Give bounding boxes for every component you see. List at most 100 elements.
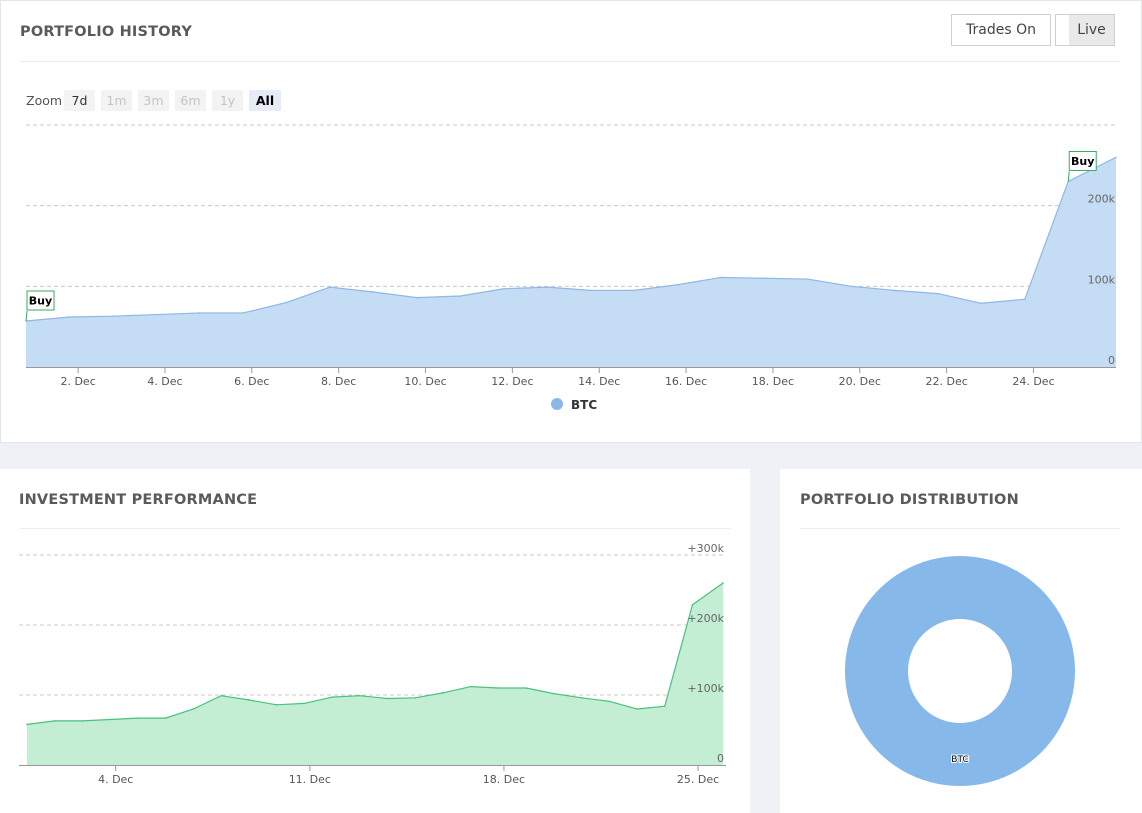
x-tick-label: 22. Dec — [925, 375, 967, 388]
x-tick-label: 18. Dec — [483, 773, 525, 786]
data-point — [329, 286, 331, 288]
x-tick-label: 24. Dec — [1012, 375, 1054, 388]
portfolio-distribution-title: PORTFOLIO DISTRIBUTION — [800, 492, 1019, 508]
data-point — [242, 312, 244, 314]
data-point — [806, 278, 809, 280]
data-point — [137, 717, 139, 719]
buy-flag-pole — [25, 310, 28, 322]
x-tick-label: 12. Dec — [491, 375, 533, 388]
data-point — [459, 295, 462, 297]
performance-title-divider — [19, 528, 731, 529]
x-tick-label: 10. Dec — [404, 375, 446, 388]
data-point — [937, 292, 939, 295]
data-point — [580, 697, 583, 699]
pie-slice-btc — [844, 556, 1075, 786]
data-point — [546, 286, 548, 288]
x-tick-label: 20. Dec — [839, 375, 881, 388]
series-area — [26, 157, 1116, 367]
data-point — [285, 301, 288, 304]
buy-flag-label: Buy — [1071, 155, 1094, 168]
y-tick-label: 200k — [1088, 193, 1116, 206]
pie-label-btc: BTC — [951, 755, 968, 765]
data-point — [81, 720, 84, 722]
trades-toggle-button[interactable]: Trades On — [951, 14, 1051, 46]
portfolio-distribution-chart: BTC — [844, 556, 1075, 786]
legend-btc-marker — [551, 398, 563, 410]
investment-performance-title: INVESTMENT PERFORMANCE — [19, 492, 258, 508]
portfolio-history-chart: 2. Dec 4. Dec 6. Dec 8. Dec 10. Dec 12. Dec 14… — [25, 124, 1117, 412]
series-line — [25, 156, 1117, 322]
investment-performance-panel: INVESTMENT PERFORMANCE 4. Dec 11. Dec 18. … — [0, 469, 750, 813]
buy-flag-label: Buy — [29, 295, 52, 308]
legend-btc-label: BTC — [571, 398, 597, 412]
history-title-divider — [20, 61, 1120, 62]
y-tick-label: 0 — [717, 752, 724, 765]
data-point — [1115, 156, 1117, 159]
data-point — [636, 708, 638, 710]
investment-performance-chart: 4. Dec 11. Dec 18. Dec 25. Dec 0 +100k +200k +3… — [19, 542, 726, 786]
data-point — [192, 708, 195, 710]
x-tick-label: 4. Dec — [98, 773, 133, 786]
data-point — [331, 696, 333, 698]
x-tick-label: 2. Dec — [60, 375, 95, 388]
data-point — [112, 315, 114, 317]
buy-flag — [1068, 150, 1097, 171]
data-point — [469, 685, 472, 688]
data-point — [358, 694, 361, 697]
data-point — [1024, 298, 1026, 301]
data-point — [663, 705, 666, 707]
series-area — [27, 583, 723, 765]
zoom-button-3m[interactable]: 3m — [138, 90, 169, 111]
data-point — [633, 289, 635, 292]
data-point — [589, 289, 592, 292]
y-tick-label: +300k — [687, 542, 724, 555]
data-point — [25, 320, 27, 322]
data-point — [980, 302, 983, 305]
data-point — [248, 699, 250, 701]
data-point — [722, 582, 724, 584]
series-line — [26, 582, 724, 725]
buy-flag — [26, 290, 55, 311]
data-point — [414, 697, 417, 699]
data-point — [198, 312, 201, 314]
zoom-button-6m[interactable]: 6m — [175, 90, 206, 111]
x-tick-label: 8. Dec — [321, 375, 356, 388]
zoom-button-all[interactable]: All — [249, 90, 281, 111]
zoom-button-7d[interactable]: 7d — [64, 90, 95, 111]
data-point — [220, 694, 222, 697]
distribution-title-divider — [800, 528, 1120, 529]
data-point — [372, 291, 375, 293]
data-point — [53, 720, 56, 722]
y-tick-label: +100k — [687, 682, 724, 695]
data-point — [1067, 180, 1070, 183]
zoom-button-1m[interactable]: 1m — [101, 90, 132, 111]
x-tick-label: 6. Dec — [234, 375, 269, 388]
data-point — [720, 276, 722, 279]
x-tick-label: 16. Dec — [665, 375, 707, 388]
data-point — [553, 692, 555, 695]
data-point — [386, 697, 389, 700]
x-tick-label: 18. Dec — [752, 375, 794, 388]
data-point — [763, 277, 766, 280]
data-point — [416, 296, 418, 299]
data-point — [26, 723, 28, 726]
data-point — [525, 687, 527, 689]
data-point — [691, 603, 694, 606]
zoom-button-1y[interactable]: 1y — [212, 90, 243, 111]
data-point — [893, 289, 896, 292]
data-point — [850, 285, 852, 288]
data-point — [502, 287, 505, 290]
buy-flag-pole — [1067, 171, 1070, 182]
portfolio-history-title: PORTFOLIO HISTORY — [20, 24, 193, 40]
x-tick-label: 4. Dec — [147, 375, 182, 388]
data-point — [608, 700, 611, 703]
live-toggle-button[interactable]: Live — [1069, 14, 1115, 46]
data-point — [275, 704, 278, 706]
y-tick-label: 0 — [1108, 354, 1115, 367]
y-tick-label: +200k — [687, 612, 724, 625]
data-point — [676, 283, 679, 286]
data-point — [442, 692, 444, 694]
y-tick-label: 100k — [1088, 273, 1116, 286]
zoom-label: Zoom — [26, 93, 63, 108]
live-toggle-switch[interactable] — [1055, 14, 1069, 46]
